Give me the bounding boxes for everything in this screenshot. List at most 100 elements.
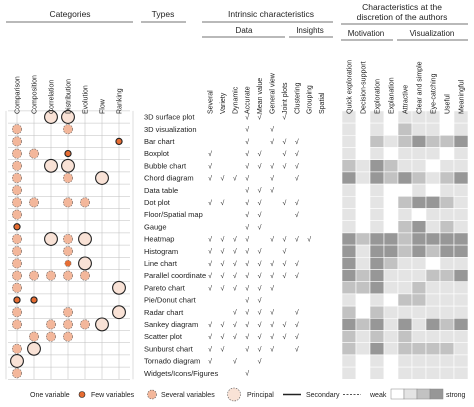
legend-one-variable-circle — [78, 391, 86, 398]
heatmap-cell — [397, 281, 413, 295]
heatmap-cell — [439, 122, 455, 136]
legend-level-1-swatch — [403, 388, 418, 400]
legend-one-variable-label: One variable — [30, 392, 70, 399]
heatmap-cell — [439, 305, 455, 319]
check-mark: √ — [295, 175, 299, 183]
category-circle — [12, 368, 22, 379]
category-circle — [112, 280, 126, 295]
heatmap-cell — [341, 220, 357, 234]
heatmap-cell — [425, 147, 441, 160]
check-mark: √ — [270, 175, 274, 183]
category-circle — [12, 148, 22, 159]
heatmap-cell — [397, 366, 413, 380]
heatmap-cell — [411, 208, 427, 221]
discretion-label: Clear and simple — [417, 61, 424, 114]
check-mark: √ — [258, 345, 262, 353]
heatmap-cell — [411, 171, 427, 185]
heatmap-cell — [425, 171, 441, 185]
category-circle — [12, 307, 22, 318]
intrinsic-label: Variety — [220, 92, 227, 114]
check-mark: √ — [295, 321, 299, 329]
type-label: Line chart — [144, 259, 178, 268]
check-mark: √ — [258, 272, 262, 280]
heatmap-cell — [355, 159, 371, 173]
heatmap-cell — [383, 171, 399, 185]
types-header: Types — [152, 9, 175, 19]
heatmap-cell — [397, 244, 413, 258]
category-circle — [13, 296, 21, 304]
heatmap-cell — [439, 171, 455, 185]
check-mark: √ — [220, 260, 224, 268]
check-mark: √ — [233, 236, 237, 244]
heatmap-cell — [397, 330, 413, 343]
category-circle — [95, 171, 109, 185]
check-mark: √ — [282, 236, 286, 244]
heatmap-cell — [439, 208, 455, 221]
heatmap-cell — [355, 269, 371, 282]
category-circle — [12, 258, 22, 269]
heatmap-cell — [369, 244, 385, 258]
heatmap-cell — [411, 232, 427, 246]
check-mark: √ — [245, 309, 249, 317]
heatmap-cell — [355, 342, 371, 356]
type-label: Floor/Spatial map — [144, 210, 203, 219]
type-label: Chord diagram — [144, 174, 194, 183]
heatmap-cell — [453, 122, 469, 136]
heatmap-cell — [369, 342, 385, 356]
heatmap-cell — [425, 135, 441, 148]
check-mark: √ — [245, 345, 249, 353]
heatmap-cell — [369, 171, 385, 185]
check-mark: √ — [245, 223, 249, 231]
heatmap-cell — [425, 317, 441, 331]
intrinsic-label: Several — [208, 90, 215, 114]
heatmap-cell — [425, 183, 441, 197]
check-mark: √ — [258, 211, 262, 219]
check-mark: √ — [208, 162, 212, 170]
check-mark: √ — [220, 321, 224, 329]
heatmap-cell — [439, 354, 455, 368]
heatmap-cell — [397, 159, 413, 173]
type-label: Sankey diagram — [144, 320, 198, 329]
heatmap-cell — [425, 122, 441, 136]
category-circle — [95, 317, 109, 332]
heatmap-cell — [341, 256, 357, 270]
legend-level-3-swatch — [429, 388, 444, 400]
type-label: Sunburst chart — [144, 344, 194, 353]
heatmap-cell — [425, 232, 441, 246]
type-label: Widgets/Icons/Figures — [144, 369, 218, 378]
check-mark: √ — [258, 297, 262, 305]
category-circle — [13, 223, 21, 231]
category-circle — [12, 173, 22, 184]
heatmap-cell — [411, 366, 427, 380]
heatmap-cell — [453, 354, 469, 368]
heatmap-cell — [397, 354, 413, 368]
check-mark: √ — [245, 199, 249, 207]
check-mark: √ — [208, 345, 212, 353]
check-mark: √ — [233, 333, 237, 341]
heatmap-cell — [397, 317, 413, 331]
heatmap-cell — [425, 354, 441, 368]
category-circle — [62, 246, 73, 257]
heatmap-cell — [383, 293, 399, 307]
heatmap-cell — [355, 305, 371, 319]
type-label: Bubble chart — [144, 161, 187, 170]
heatmap-cell — [355, 317, 371, 331]
category-circle — [64, 149, 72, 158]
type-label: Radar chart — [144, 308, 184, 317]
type-label: Pie/Donut chart — [144, 296, 197, 305]
heatmap-cell — [397, 183, 413, 197]
heatmap-cell — [425, 342, 441, 356]
category-circle — [45, 319, 56, 330]
heatmap-cell — [411, 220, 427, 234]
heatmap-cell — [383, 208, 399, 221]
heatmap-cell — [355, 244, 371, 258]
heatmap-cell — [439, 330, 455, 343]
check-mark: √ — [208, 199, 212, 207]
check-mark: √ — [208, 333, 212, 341]
heatmap-cell — [411, 354, 427, 368]
heatmap-cell — [369, 183, 385, 197]
header: Categories Types Intrinsic characteristi… — [6, 2, 468, 41]
heatmap-cell — [411, 269, 427, 282]
check-mark: √ — [233, 272, 237, 280]
intrinsic-checkmarks: √ √ √ √ √ √ √ √ √ √ √ √ √ √ √ √ √ √ √ √ √ √ √ √ √ √ √ √ √ √ √ √ √ √ √ √ √ √ √ √… — [208, 114, 311, 378]
